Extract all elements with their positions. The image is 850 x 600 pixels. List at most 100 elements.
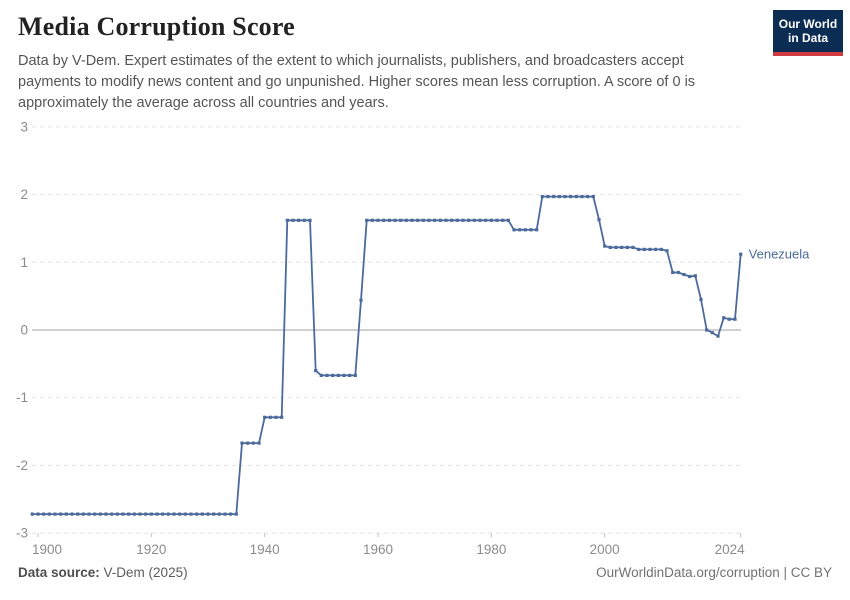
data-point-marker[interactable] <box>410 218 414 222</box>
data-point-marker[interactable] <box>450 218 454 222</box>
entity-label-venezuela[interactable]: Venezuela <box>749 247 810 262</box>
data-point-marker[interactable] <box>574 195 578 199</box>
data-point-marker[interactable] <box>467 218 471 222</box>
data-point-marker[interactable] <box>325 373 329 377</box>
data-point-marker[interactable] <box>455 218 459 222</box>
data-point-marker[interactable] <box>110 512 114 516</box>
data-point-marker[interactable] <box>223 512 227 516</box>
data-point-marker[interactable] <box>444 218 448 222</box>
data-point-marker[interactable] <box>127 512 131 516</box>
data-point-marker[interactable] <box>70 512 74 516</box>
data-point-marker[interactable] <box>274 415 278 419</box>
data-point-marker[interactable] <box>608 245 612 249</box>
data-point-marker[interactable] <box>246 441 250 445</box>
data-point-marker[interactable] <box>478 218 482 222</box>
data-point-marker[interactable] <box>654 247 658 251</box>
data-point-marker[interactable] <box>438 218 442 222</box>
data-point-marker[interactable] <box>518 228 522 232</box>
data-point-marker[interactable] <box>659 247 663 251</box>
data-point-marker[interactable] <box>336 373 340 377</box>
data-point-marker[interactable] <box>234 512 238 516</box>
data-point-marker[interactable] <box>189 512 193 516</box>
data-point-marker[interactable] <box>472 218 476 222</box>
data-point-marker[interactable] <box>733 317 737 321</box>
data-point-marker[interactable] <box>625 245 629 249</box>
data-point-marker[interactable] <box>529 228 533 232</box>
data-point-marker[interactable] <box>81 512 85 516</box>
data-point-marker[interactable] <box>251 441 255 445</box>
data-point-marker[interactable] <box>166 512 170 516</box>
data-point-marker[interactable] <box>200 512 204 516</box>
data-point-marker[interactable] <box>523 228 527 232</box>
owid-logo[interactable]: Our World in Data <box>773 10 843 56</box>
data-point-marker[interactable] <box>671 270 675 275</box>
data-point-marker[interactable] <box>240 441 244 445</box>
data-point-marker[interactable] <box>370 218 374 222</box>
data-point-marker[interactable] <box>291 218 295 222</box>
data-point-marker[interactable] <box>642 247 646 251</box>
data-point-marker[interactable] <box>212 512 216 516</box>
data-point-marker[interactable] <box>682 272 686 277</box>
data-point-marker[interactable] <box>314 369 318 373</box>
data-point-marker[interactable] <box>98 512 102 516</box>
data-point-marker[interactable] <box>699 297 703 302</box>
data-point-marker[interactable] <box>104 512 108 516</box>
data-point-marker[interactable] <box>688 274 692 279</box>
media-corruption-line-chart[interactable]: 3 2 1 0 -1 -2 -3 1900 1920 1940 1960 1980 2000 2024 Ve… <box>0 108 850 560</box>
data-point-marker[interactable] <box>64 512 68 516</box>
data-point-marker[interactable] <box>382 218 386 222</box>
data-point-marker[interactable] <box>620 245 624 249</box>
data-point-marker[interactable] <box>727 317 731 321</box>
data-point-marker[interactable] <box>535 228 539 232</box>
data-point-marker[interactable] <box>42 512 46 516</box>
data-point-marker[interactable] <box>161 512 165 516</box>
data-point-marker[interactable] <box>557 195 561 199</box>
data-point-marker[interactable] <box>722 316 726 320</box>
data-point-marker[interactable] <box>433 218 437 222</box>
data-point-marker[interactable] <box>603 244 607 248</box>
credit-license-link[interactable]: CC BY <box>790 565 832 580</box>
data-point-marker[interactable] <box>563 195 567 199</box>
data-point-marker[interactable] <box>501 218 505 222</box>
data-point-marker[interactable] <box>421 218 425 222</box>
data-point-marker[interactable] <box>30 512 34 516</box>
data-point-marker[interactable] <box>87 512 91 516</box>
data-point-marker[interactable] <box>387 218 391 222</box>
data-point-marker[interactable] <box>115 512 119 516</box>
data-point-marker[interactable] <box>710 331 714 335</box>
data-point-marker[interactable] <box>512 228 516 232</box>
data-point-marker[interactable] <box>676 270 680 275</box>
data-point-marker[interactable] <box>297 218 301 222</box>
data-point-marker[interactable] <box>716 334 720 338</box>
data-point-marker[interactable] <box>47 512 51 516</box>
data-point-marker[interactable] <box>308 218 312 222</box>
data-point-marker[interactable] <box>263 415 267 419</box>
data-point-marker[interactable] <box>76 512 80 516</box>
data-point-marker[interactable] <box>138 512 142 516</box>
data-point-marker[interactable] <box>353 373 357 377</box>
data-point-marker[interactable] <box>183 512 187 516</box>
data-point-marker[interactable] <box>705 328 709 332</box>
data-point-marker[interactable] <box>580 195 584 199</box>
data-point-marker[interactable] <box>569 195 573 199</box>
data-point-marker[interactable] <box>631 245 635 249</box>
data-point-marker[interactable] <box>489 218 493 222</box>
data-point-marker[interactable] <box>586 195 590 199</box>
credit-url-link[interactable]: OurWorldinData.org/corruption <box>596 565 780 580</box>
data-point-marker[interactable] <box>416 218 420 222</box>
data-point-marker[interactable] <box>637 247 641 251</box>
data-point-marker[interactable] <box>331 373 335 377</box>
data-point-marker[interactable] <box>427 218 431 222</box>
data-point-marker[interactable] <box>461 218 465 222</box>
data-point-marker[interactable] <box>359 298 363 302</box>
data-point-marker[interactable] <box>93 512 97 516</box>
data-point-marker[interactable] <box>552 195 556 199</box>
data-point-marker[interactable] <box>393 218 397 222</box>
data-point-marker[interactable] <box>155 512 159 516</box>
data-point-marker[interactable] <box>739 252 743 256</box>
data-point-marker[interactable] <box>229 512 233 516</box>
data-point-marker[interactable] <box>597 218 601 222</box>
data-point-marker[interactable] <box>206 512 210 516</box>
data-point-marker[interactable] <box>319 373 323 377</box>
data-point-marker[interactable] <box>546 195 550 199</box>
